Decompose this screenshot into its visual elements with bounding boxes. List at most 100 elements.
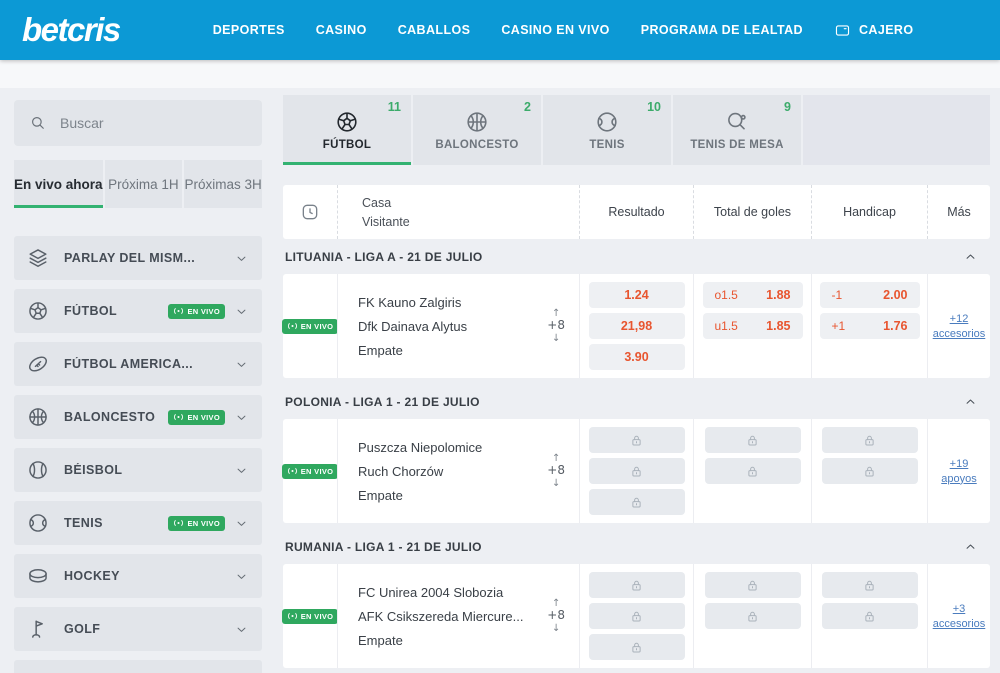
away-team: Ruch Chorzów bbox=[358, 463, 444, 479]
nav-item-deportes[interactable]: DEPORTES bbox=[212, 23, 285, 37]
sport-tab-futbol[interactable]: 11 FÚTBOL bbox=[283, 95, 411, 165]
odd-home-button-locked[interactable] bbox=[588, 427, 685, 453]
arrow-down-icon: ↓ bbox=[551, 622, 561, 634]
search-input[interactable] bbox=[60, 115, 247, 131]
nav-item-casino-en-vivo[interactable]: CASINO EN VIVO bbox=[501, 23, 610, 37]
odd-home-button[interactable]: 1.24 bbox=[588, 282, 685, 308]
markets-count-indicator[interactable]: ↑ +8 ↓ bbox=[547, 598, 565, 634]
tab-proximas-3h[interactable]: Próximas 3H bbox=[184, 160, 262, 208]
lock-icon bbox=[865, 611, 874, 621]
league-section-header: POLONIA - LIGA 1 - 21 DE JULIO bbox=[283, 384, 990, 419]
column-resultado: Resultado bbox=[579, 185, 693, 239]
odd-draw-button-locked[interactable] bbox=[588, 634, 685, 660]
lock-icon bbox=[632, 435, 641, 445]
more-markets-link[interactable]: +19 apoyos bbox=[941, 457, 977, 485]
odd-draw-button-locked[interactable] bbox=[588, 489, 685, 515]
broadcast-icon bbox=[174, 414, 184, 420]
chevron-up-icon[interactable] bbox=[963, 394, 978, 409]
live-badge: EN VIVO bbox=[281, 463, 339, 479]
markets-count-indicator[interactable]: ↑ +8 ↓ bbox=[547, 453, 565, 489]
nav-item-caballos[interactable]: CABALLOS bbox=[397, 23, 471, 37]
chevron-up-icon[interactable] bbox=[963, 249, 978, 264]
draw-label: Empate bbox=[358, 342, 403, 358]
sport-tab-baloncesto[interactable]: 2 BALONCESTO bbox=[413, 95, 541, 165]
odd-handicap-plus-button[interactable]: +1 1.76 bbox=[819, 313, 920, 339]
wallet-icon bbox=[835, 24, 850, 36]
broadcast-icon bbox=[174, 308, 184, 314]
sidebar-item-futbol[interactable]: FÚTBOL EN VIVO bbox=[14, 289, 262, 333]
more-markets-link[interactable]: +12 accesorios bbox=[932, 312, 986, 340]
odd-home-button-locked[interactable] bbox=[588, 572, 685, 598]
sidebar-item-beisbol[interactable]: BÉISBOL bbox=[14, 448, 262, 492]
lock-icon bbox=[748, 611, 757, 621]
odd-over-button[interactable]: o1.5 1.88 bbox=[702, 282, 803, 308]
tab-en-vivo-ahora[interactable]: En vivo ahora bbox=[14, 160, 103, 208]
soccer-icon bbox=[29, 302, 47, 320]
search-box[interactable] bbox=[14, 100, 262, 146]
basketball-icon bbox=[29, 408, 47, 426]
odd-away-button-locked[interactable] bbox=[588, 603, 685, 629]
column-handicap: Handicap bbox=[811, 185, 927, 239]
chevron-down-icon bbox=[237, 362, 246, 367]
odd-handicap-plus-button-locked[interactable] bbox=[821, 603, 918, 629]
lock-icon bbox=[632, 611, 641, 621]
match-teams-cell[interactable]: FC Unirea 2004 Slobozia AFK Csikszereda … bbox=[337, 564, 579, 668]
chevron-down-icon bbox=[237, 521, 246, 526]
lock-icon bbox=[748, 580, 757, 590]
more-markets-cell: +19 apoyos bbox=[927, 419, 990, 523]
sidebar-item-tenis[interactable]: TENIS EN VIVO bbox=[14, 501, 262, 545]
markets-count-indicator[interactable]: ↑ +8 ↓ bbox=[547, 308, 565, 344]
sport-tab-tenis-de-mesa[interactable]: 9 TENIS DE MESA bbox=[673, 95, 801, 165]
home-team: Puszcza Niepolomice bbox=[358, 439, 483, 455]
sidebar-item-hockey[interactable]: HOCKEY bbox=[14, 554, 262, 598]
match-status-cell: EN VIVO bbox=[281, 419, 339, 523]
american-football-icon bbox=[27, 353, 49, 375]
sidebar-item-parlay[interactable]: PARLAY DEL MISM... bbox=[14, 236, 262, 280]
more-markets-link[interactable]: +3 accesorios bbox=[932, 602, 986, 630]
nav-item-programa-de-lealtad[interactable]: PROGRAMA DE LEALTAD bbox=[640, 23, 803, 37]
sidebar-item-golf[interactable]: GOLF bbox=[14, 607, 262, 651]
live-badge: EN VIVO bbox=[168, 515, 225, 531]
golf-icon bbox=[32, 620, 43, 638]
odd-handicap-plus-button-locked[interactable] bbox=[821, 458, 918, 484]
odd-under-button-locked[interactable] bbox=[704, 458, 801, 484]
betcris-logo[interactable]: betcris bbox=[22, 11, 121, 48]
odd-handicap-minus-button[interactable]: -1 2.00 bbox=[819, 282, 920, 308]
chevron-up-icon[interactable] bbox=[963, 539, 978, 554]
team-names: Puszcza Niepolomice Ruch Chorzów Empate bbox=[358, 440, 482, 503]
lock-icon bbox=[865, 580, 874, 590]
sidebar-item-baloncesto[interactable]: BALONCESTO EN VIVO bbox=[14, 395, 262, 439]
search-icon bbox=[31, 116, 44, 129]
resultado-odds-cell: 1.24 21,98 3.90 bbox=[579, 274, 693, 378]
chevron-down-icon bbox=[237, 309, 246, 314]
match-status-cell: EN VIVO bbox=[281, 274, 339, 378]
broadcast-icon bbox=[287, 323, 297, 329]
match-teams-cell[interactable]: Puszcza Niepolomice Ruch Chorzów Empate … bbox=[337, 419, 579, 523]
live-events-panel: 11 FÚTBOL 2 BALONCESTO 10 TENIS 9 TENIS … bbox=[281, 95, 990, 673]
live-count-badge: 11 bbox=[387, 100, 401, 114]
nav-item-casino[interactable]: CASINO bbox=[315, 23, 367, 37]
live-badge: EN VIVO bbox=[168, 303, 225, 319]
tab-proxima-1h[interactable]: Próxima 1H bbox=[104, 160, 183, 208]
odd-handicap-minus-button-locked[interactable] bbox=[821, 572, 918, 598]
draw-label: Empate bbox=[358, 487, 403, 503]
chevron-down-icon bbox=[237, 574, 246, 579]
arrow-down-icon: ↓ bbox=[551, 477, 561, 489]
sidebar-item-cutoff[interactable]: EN VIVO bbox=[14, 660, 262, 673]
odd-draw-button[interactable]: 3.90 bbox=[588, 344, 685, 370]
sport-tab-tenis[interactable]: 10 TENIS bbox=[543, 95, 671, 165]
match-teams-cell[interactable]: FK Kauno Zalgiris Dfk Dainava Alytus Emp… bbox=[337, 274, 579, 378]
odd-over-button-locked[interactable] bbox=[704, 572, 801, 598]
odd-away-button-locked[interactable] bbox=[588, 458, 685, 484]
nav-item-cajero[interactable]: CAJERO bbox=[834, 22, 914, 39]
odd-over-button-locked[interactable] bbox=[704, 427, 801, 453]
chevron-down-icon bbox=[237, 627, 246, 632]
odd-handicap-minus-button-locked[interactable] bbox=[821, 427, 918, 453]
lock-icon bbox=[865, 466, 874, 476]
odd-under-button[interactable]: u1.5 1.85 bbox=[702, 313, 803, 339]
odd-away-button[interactable]: 21,98 bbox=[588, 313, 685, 339]
sidebar-item-futbol-americano[interactable]: FÚTBOL AMERICA... bbox=[14, 342, 262, 386]
team-names: FK Kauno Zalgiris Dfk Dainava Alytus Emp… bbox=[358, 295, 467, 358]
total-goles-odds-cell bbox=[693, 564, 811, 668]
odd-under-button-locked[interactable] bbox=[704, 603, 801, 629]
